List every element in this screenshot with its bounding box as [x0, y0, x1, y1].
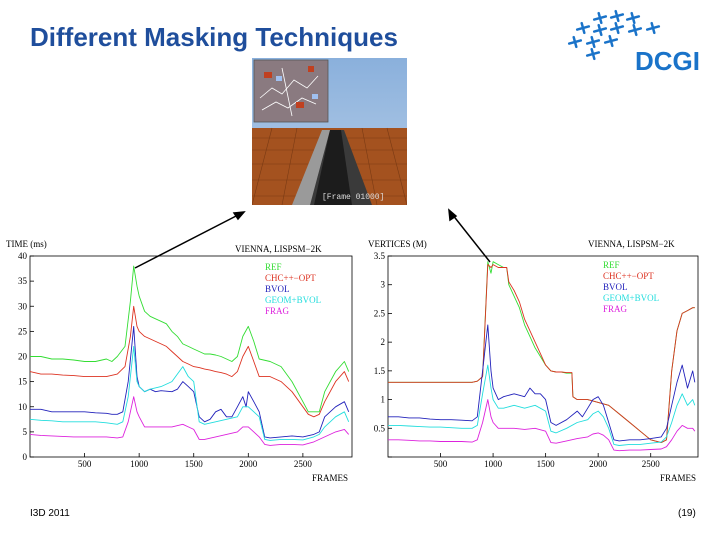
chart-2-xtick-label: 1000 — [484, 459, 503, 469]
chart-2-ytick-label: 1.5 — [374, 366, 386, 376]
dcgi-logo: DCGI — [567, 9, 700, 76]
chart-1-xtick-label: 500 — [78, 459, 92, 469]
chart-2-series-bvol — [388, 324, 696, 442]
chart-1-xtick-label: 2500 — [294, 459, 313, 469]
arrow-left-head — [232, 211, 246, 221]
chart-1-ytick-label: 0 — [23, 452, 28, 462]
chart-2-ytick-label: 3 — [381, 280, 386, 290]
chart-2-legend-item: BVOL — [603, 282, 628, 292]
chart-2-title: VIENNA, LISPSM−2K — [588, 239, 675, 249]
frame-label: [Frame 01000] — [322, 193, 384, 202]
footer-conference: I3D 2011 — [30, 508, 70, 519]
chart-1-title: VIENNA, LISPSM−2K — [235, 244, 322, 254]
chart-2-xtick-label: 500 — [434, 459, 448, 469]
chart-1-legend-item: FRAG — [265, 306, 290, 316]
chart-1-series-chc-opt — [29, 305, 350, 418]
chart-1-series-bvol — [30, 325, 350, 439]
chart-2-legend-item: CHC++−OPT — [603, 271, 654, 281]
chart-2-series-chc-opt — [388, 264, 695, 444]
chart-2-ticks: 0.5 1 1.5 2 2.5 3 3.5 500 1000 1500 2000 2500 — [374, 251, 699, 469]
chart-2-ytick-label: 2 — [381, 337, 386, 347]
chart-1-ytick-label: 15 — [18, 377, 28, 387]
chart-1-series — [29, 265, 350, 446]
chart-2-series — [388, 261, 696, 452]
chart-2-xlabel: FRAMES — [660, 473, 696, 483]
chart-1-xtick-label: 1000 — [130, 459, 149, 469]
footer-page-number: (19) — [678, 508, 696, 519]
chart-1-legend-item: REF — [265, 262, 282, 272]
chart-2-ytick-label: 0.5 — [374, 423, 386, 433]
frame-screenshot-image: [Frame 01000] — [252, 58, 407, 205]
chart-2-ytick-label: 2.5 — [374, 308, 386, 318]
chart-1-xtick-label: 1500 — [185, 459, 204, 469]
chart-1-series-ref — [30, 265, 350, 413]
pointer-arrows — [134, 208, 491, 269]
plus-cross-pattern-icon — [567, 9, 661, 61]
chart-2-legend-item: REF — [603, 260, 620, 270]
chart-1-ytick-label: 5 — [23, 427, 28, 437]
chart-2-xtick-label: 1500 — [537, 459, 556, 469]
chart-2-plot-frame — [387, 255, 699, 458]
slide-title: Different Masking Techniques — [30, 22, 398, 52]
chart-1-ytick-label: 20 — [18, 352, 28, 362]
logo-text: DCGI — [635, 46, 700, 76]
chart-2-series-frag — [388, 399, 696, 452]
chart-2-legend-item: FRAG — [603, 304, 628, 314]
chart-1-ytick-label: 10 — [18, 402, 28, 412]
arrow-left — [134, 213, 241, 269]
chart-1-series-frag — [29, 396, 350, 446]
chart-1-legend-item: BVOL — [265, 284, 290, 294]
chart-2-ylabel: VERTICES (M) — [368, 239, 427, 249]
chart-1-series-geom-bvol — [29, 345, 350, 441]
chart-1-ytick-label: 30 — [18, 301, 28, 311]
chart-1-ylabel: TIME (ms) — [6, 239, 47, 249]
chart-2-ytick-label: 3.5 — [374, 251, 386, 261]
chart-2-legend-item: GEOM+BVOL — [603, 293, 659, 303]
chart-1-xlabel: FRAMES — [312, 473, 348, 483]
chart-1-xtick-label: 2000 — [239, 459, 258, 469]
chart-2-xtick-label: 2500 — [642, 459, 661, 469]
chart-1-ticks: 0 5 10 15 20 25 30 35 40 500 1000 1500 2000 2500 — [18, 251, 353, 469]
chart-1-ytick-label: 25 — [18, 326, 28, 336]
chart-2-ytick-label: 1 — [381, 395, 386, 405]
chart-2: VERTICES (M) VIENNA, LISPSM−2K FRAMES 0.… — [368, 239, 699, 483]
chart-2-series-geom-bvol — [388, 364, 696, 446]
chart-2-series-ref — [388, 261, 695, 444]
chart-1: TIME (ms) VIENNA, LISPSM−2K FRAMES 0 5 10 1… — [6, 239, 353, 483]
arrow-right-head — [448, 208, 458, 222]
chart-1-legend-item: GEOM+BVOL — [265, 295, 321, 305]
arrow-right — [451, 213, 491, 263]
chart-1-ytick-label: 40 — [18, 251, 28, 261]
chart-1-ytick-label: 35 — [18, 276, 28, 286]
chart-1-plot-frame — [29, 255, 353, 458]
chart-1-legend-item: CHC++−OPT — [265, 273, 316, 283]
chart-2-xtick-label: 2000 — [589, 459, 608, 469]
